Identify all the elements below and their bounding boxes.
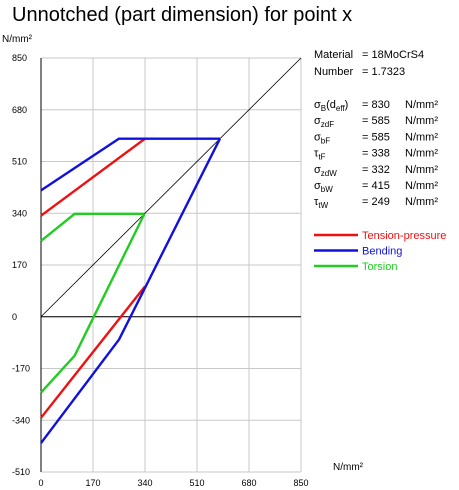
series-torsion-upper-line <box>40 212 145 242</box>
y-tick-label-1: 680 <box>12 105 27 115</box>
value-label-bf: σbF <box>314 131 330 145</box>
legend-label-bending: Bending <box>362 246 402 258</box>
value-label-tw: τtW <box>314 196 329 210</box>
y-tick-label-5: 0 <box>12 312 17 322</box>
value-unit-tw: N/mm² <box>405 196 438 208</box>
value-unit-tf: N/mm² <box>405 148 438 160</box>
value-unit-bw: N/mm² <box>405 180 438 192</box>
y-tick-label-7: -340 <box>12 415 30 425</box>
material-label: Material <box>314 49 353 61</box>
value-number-zdf: = 585 <box>362 115 390 127</box>
x-tick-label-1: 170 <box>85 478 100 488</box>
value-unit-zdw: N/mm² <box>405 164 438 176</box>
value-number-bw: = 415 <box>362 180 390 192</box>
x-axis-unit: N/mm² <box>333 462 364 473</box>
y-axis-unit: N/mm² <box>2 34 33 45</box>
y-tick-label-3: 340 <box>12 208 27 218</box>
value-unit-zdf: N/mm² <box>405 115 438 127</box>
diagonal-line <box>40 57 302 318</box>
y-tick-label-6: -170 <box>12 364 30 374</box>
y-tick-label-0: 850 <box>12 53 27 63</box>
series-tension-pressure-lower-line <box>40 285 146 419</box>
value-label-zdw: σzdW <box>314 164 337 178</box>
value-unit-bf: N/mm² <box>405 131 438 143</box>
legend-label-tension-pressure: Tension-pressure <box>362 230 446 242</box>
value-unit-b: N/mm² <box>405 99 438 111</box>
number-label: Number <box>314 66 353 78</box>
material-value: = 18MoCrS4 <box>362 49 424 61</box>
y-tick-label-4: 170 <box>12 260 27 270</box>
value-number-tw: = 249 <box>362 196 390 208</box>
series-bending-lower-line <box>40 138 222 444</box>
y-tick-label-8: -510 <box>12 467 30 477</box>
value-number-bf: = 585 <box>362 131 390 143</box>
x-tick-label-4: 680 <box>241 478 256 488</box>
value-number-zdw: = 332 <box>362 164 390 176</box>
series-bending-upper-line <box>40 137 220 192</box>
number-value: = 1.7323 <box>362 66 405 78</box>
value-label-zdf: σzdF <box>314 115 334 129</box>
x-tick-label-3: 510 <box>189 478 204 488</box>
x-tick-label-2: 340 <box>137 478 152 488</box>
value-label-b: σB(deff) <box>314 99 348 113</box>
value-label-tf: τtF <box>314 148 326 162</box>
value-label-bw: σbW <box>314 180 333 194</box>
value-number-tf: = 338 <box>362 148 390 160</box>
value-number-b: = 830 <box>362 99 390 111</box>
series-tension-pressure-upper-line <box>40 137 146 217</box>
x-tick-label-0: 0 <box>38 478 43 488</box>
y-tick-label-2: 510 <box>12 157 27 167</box>
series-torsion-lower-line <box>40 213 146 394</box>
x-tick-label-5: 850 <box>293 478 308 488</box>
chart-title: Unnotched (part dimension) for point x <box>12 4 353 26</box>
legend-label-torsion: Torsion <box>362 261 397 273</box>
